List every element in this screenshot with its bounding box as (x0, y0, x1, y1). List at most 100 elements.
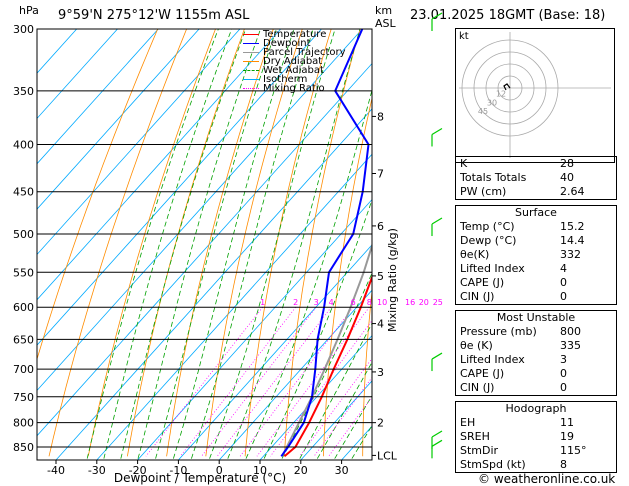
wet-adiabat-line (137, 29, 261, 459)
dry-adiabat-line (244, 29, 332, 457)
table-row: SREH 19 (456, 430, 617, 444)
dry-adiabat-line (37, 29, 159, 361)
table-row: CAPE (J) 0 (456, 367, 617, 381)
mixing-ratio-line (179, 306, 297, 457)
row-label: θe (K) (460, 339, 493, 352)
legend-label: Parcel Trajectory (263, 47, 346, 58)
hpa-label: hPa (19, 4, 39, 17)
wet-adiabat-line (227, 29, 361, 459)
table-row: θe(K) 332 (456, 248, 617, 262)
isotherm-line (96, 153, 372, 460)
wet-adiabat-line (209, 29, 336, 459)
isotherm-line (137, 198, 372, 460)
row-label: Temp (°C) (460, 220, 515, 233)
km-tick-label: 5 (377, 270, 384, 283)
wet-adiabat-line (263, 198, 372, 459)
row-label: Lifted Index (460, 262, 525, 275)
table-row: K 28 (456, 157, 617, 172)
wind-barb (431, 217, 443, 237)
table-row: Temp (°C) 15.2 (456, 220, 617, 234)
mixing-ratio-axis-label: Mixing Ratio (g/kg) (386, 228, 399, 332)
x-tick-label: -40 (47, 464, 65, 477)
km-tick-label: 7 (377, 167, 384, 180)
hodograph-ring-label: 12 (496, 90, 506, 99)
wind-barb-flag (431, 430, 443, 438)
isotherm-line (300, 380, 372, 460)
pressure-tick-label: 750 (13, 391, 34, 404)
table-row: EH 11 (456, 416, 617, 430)
mixing-ratio-label: 16 (405, 298, 415, 307)
hodograph-ring-label: 45 (478, 107, 488, 116)
dry-adiabat-line (166, 29, 274, 457)
x-tick-label: 0 (216, 464, 223, 477)
mixing-ratio-label: 3 (314, 298, 319, 307)
dry-adiabat-line (283, 29, 361, 457)
legend-swatch (243, 52, 259, 53)
mixing-ratio-label: 4 (329, 298, 334, 307)
wind-barb-flag (431, 439, 443, 447)
wind-barb-flag (431, 127, 443, 135)
location-title: 9°59'N 275°12'W 1155m ASL (58, 8, 250, 23)
legend-item: Parcel Trajectory (243, 47, 346, 58)
km-tick-label: 8 (377, 110, 384, 123)
isotherm-line (37, 29, 281, 301)
row-label: K (460, 157, 468, 170)
hodograph-title: Hodograph (505, 402, 567, 415)
indices-panel: K 28 Totals Totals 40 PW (cm) 2.64 Surface Te… (455, 156, 617, 473)
pressure-tick-label: 600 (13, 301, 34, 314)
mixing-ratio-label: 10 (377, 298, 387, 307)
wind-barb (431, 430, 443, 449)
x-tick-label: 30 (335, 464, 349, 477)
mixing-ratio-label: 25 (433, 298, 443, 307)
isotherm-line (218, 289, 372, 460)
mixing-ratio-line (201, 306, 317, 457)
row-label: Pressure (mb) (460, 325, 537, 338)
dry-adiabat-line (205, 29, 303, 457)
legend-label: Dry Adiabat (263, 56, 323, 67)
row-value: 4 (560, 262, 567, 275)
legend-item: Dry Adiabat (243, 56, 346, 67)
mixing-ratio-line (299, 357, 372, 457)
wet-adiabat-line (173, 29, 295, 459)
isotherm-line (37, 29, 322, 346)
pressure-tick-label: 350 (13, 85, 34, 98)
row-value: 11 (560, 416, 574, 429)
copyright: © weatheronline.co.uk (478, 472, 616, 486)
row-label: PW (cm) (460, 185, 507, 198)
hodograph-units-label: kt (459, 31, 469, 42)
x-axis-label: Dewpoint / Temperature (°C) (114, 471, 286, 485)
isotherm-line (37, 29, 200, 210)
dry-adiabat-line (87, 29, 216, 457)
row-label: EH (460, 416, 476, 429)
wind-barb-flag (431, 352, 443, 360)
wind-barb (431, 12, 443, 31)
wet-adiabat-line (103, 29, 233, 459)
dry-adiabat-line (127, 29, 245, 457)
isotherm-line (178, 244, 372, 460)
legend-label: Dewpoint (263, 38, 311, 49)
legend-label: Wet Adiabat (263, 65, 324, 76)
isotherm-line (37, 29, 159, 165)
legend-swatch (243, 43, 259, 44)
x-tick-label: -30 (88, 464, 106, 477)
wind-barb (431, 352, 443, 372)
surface-title: Surface (515, 206, 557, 219)
row-value: 115° (560, 444, 587, 457)
pressure-tick-label: 650 (13, 333, 34, 346)
row-value: 335 (560, 339, 581, 352)
km-tick-label: 3 (377, 366, 384, 379)
row-label: Dewp (°C) (460, 234, 517, 247)
row-value: 0 (560, 276, 567, 289)
x-tick-label: -10 (169, 464, 187, 477)
legend-swatch (243, 88, 259, 89)
legend-swatch (243, 34, 259, 35)
legend-item: Mixing Ratio (243, 84, 346, 94)
km-tick-label: 2 (377, 417, 384, 430)
plot-frame (36, 28, 373, 461)
row-value: 14.4 (560, 234, 585, 247)
row-value: 3 (560, 353, 567, 366)
wind-barb (431, 127, 443, 147)
km-label: km (375, 4, 393, 17)
wet-adiabat-line (299, 322, 372, 459)
row-value: 332 (560, 248, 581, 261)
